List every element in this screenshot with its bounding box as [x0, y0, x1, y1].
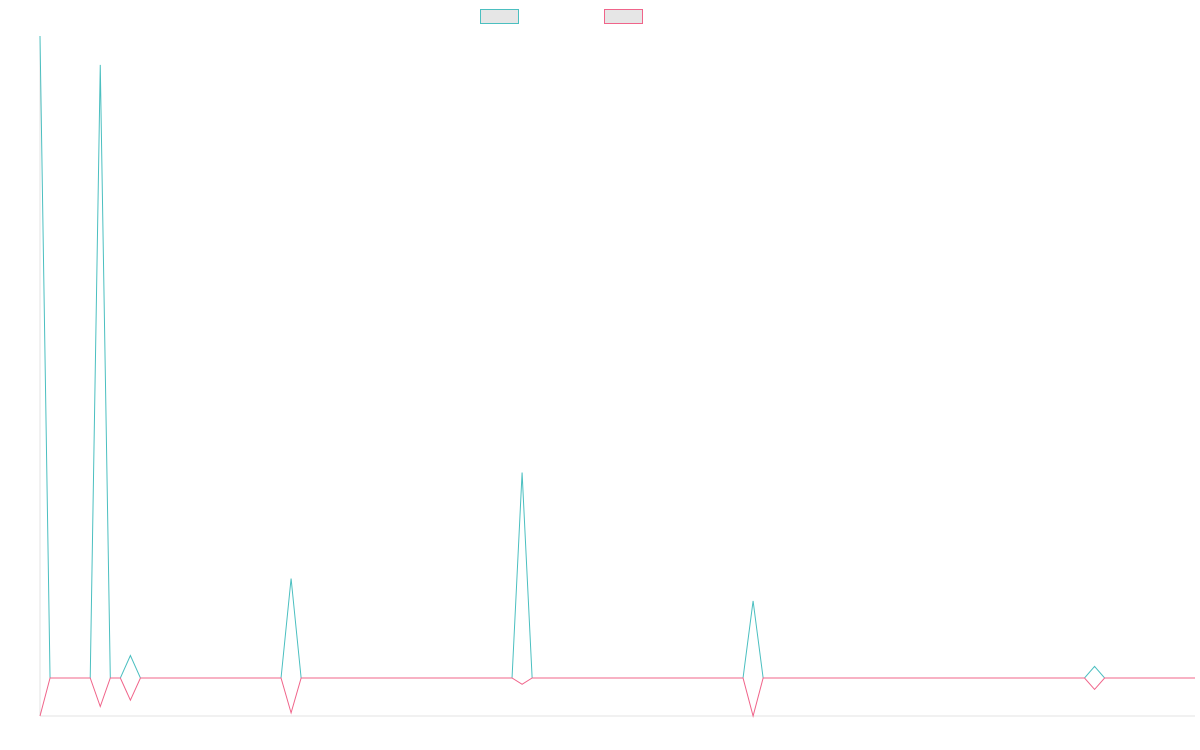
legend-swatch-series-a[interactable] — [480, 9, 519, 24]
series-line-a — [39, 35, 1195, 679]
series-layer — [39, 35, 1195, 718]
legend-swatch-series-b[interactable] — [604, 9, 643, 24]
series-line-b — [39, 677, 1195, 718]
